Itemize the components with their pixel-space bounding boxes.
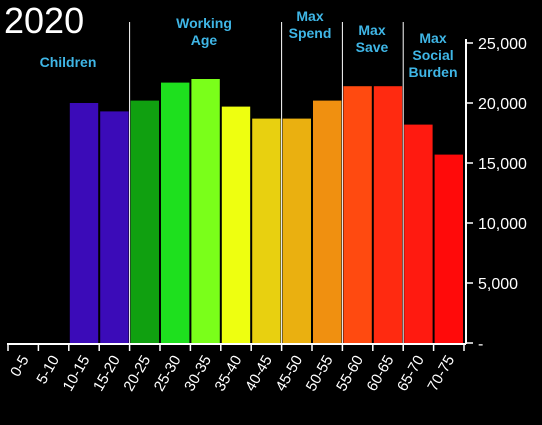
x-tick-label: 25-30 (151, 353, 185, 395)
band-label-working-age: Working Age (176, 15, 232, 48)
x-tick-label: 40-45 (242, 353, 276, 395)
y-tick-label: - (478, 336, 483, 353)
bar-30-35 (191, 79, 220, 343)
y-tick-label: 25,000 (478, 36, 527, 53)
x-tick-label: 20-25 (120, 353, 154, 395)
x-tick-label: 55-60 (333, 353, 367, 395)
bar-60-65 (373, 86, 403, 343)
y-tick-label: 15,000 (478, 156, 527, 173)
x-tick-label: 65-70 (394, 353, 428, 395)
x-tick-label: 70-75 (424, 353, 458, 395)
x-tick-label: 45-50 (272, 353, 306, 395)
x-tick-label: 5-10 (33, 353, 63, 388)
bar-65-70 (404, 124, 433, 343)
x-tick-label: 60-65 (364, 353, 398, 395)
bar-25-30 (161, 82, 190, 343)
x-tick-label: 35-40 (212, 353, 246, 395)
x-tick-label: 10-15 (60, 353, 94, 395)
band-label-max-spend: Max Spend (288, 8, 332, 41)
band-label-max-save: Max Save (355, 22, 389, 55)
bar-35-40 (221, 106, 251, 343)
bar-15-20 (100, 111, 129, 344)
bar-55-60 (343, 86, 372, 343)
y-tick-label: 5,000 (478, 276, 518, 293)
x-tick-label: 30-35 (181, 353, 215, 395)
x-tick-label: 50-55 (303, 353, 337, 395)
y-tick-label: 10,000 (478, 216, 527, 233)
bar-40-45 (252, 118, 281, 343)
bar-20-25 (130, 100, 159, 343)
x-tick-label: 15-20 (90, 353, 124, 395)
chart-title: 2020 (4, 0, 85, 41)
band-label-children: Children (39, 54, 97, 70)
bar-50-55 (313, 100, 342, 343)
band-label-max-social-burden: Max Social Burden (408, 30, 458, 80)
bar-10-15 (69, 103, 99, 343)
bar-45-50 (282, 118, 311, 343)
x-tick-label: 0-5 (7, 353, 33, 380)
y-tick-label: 20,000 (478, 96, 527, 113)
bar-70-75 (434, 154, 463, 343)
